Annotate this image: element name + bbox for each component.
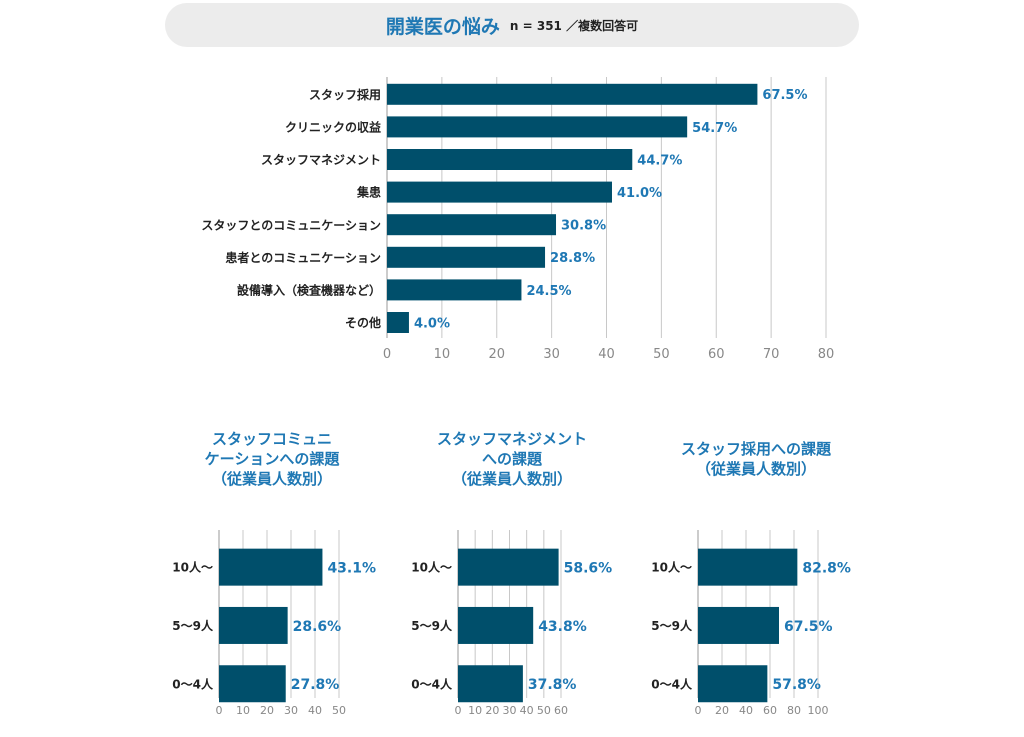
staff-management-value-label: 37.8% <box>528 677 577 693</box>
main-bar <box>387 214 557 236</box>
main-bar <box>387 149 633 170</box>
staff-communication-tick-label: 40 <box>308 704 322 717</box>
staff-recruitment-value-label: 67.5% <box>784 619 833 635</box>
main-bar <box>387 279 522 301</box>
staff-communication-value-label: 28.6% <box>293 619 342 635</box>
main-tick-label: 70 <box>763 347 780 362</box>
main-bar <box>387 181 612 203</box>
staff-communication-value-label: 27.8% <box>291 677 340 693</box>
staff-recruitment-tick-label: 0 <box>695 704 702 717</box>
main-tick-label: 80 <box>818 347 835 362</box>
staff-communication-tick-label: 0 <box>216 704 223 717</box>
staff-management-category-label: 5～9人 <box>411 618 453 633</box>
main-value-label: 30.8% <box>561 219 606 234</box>
staff-recruitment-value-label: 82.8% <box>802 560 851 576</box>
main-value-label: 4.0% <box>414 316 450 331</box>
main-bar <box>387 246 546 268</box>
staff-management-tick-label: 30 <box>503 704 517 717</box>
main-bar <box>387 116 688 138</box>
staff-management-value-label: 58.6% <box>564 560 613 576</box>
staff-management-tick-label: 50 <box>537 704 551 717</box>
chart-2-title-line-2: への課題 <box>481 450 542 468</box>
main-category-label: スタッフ採用 <box>309 87 381 102</box>
staff-recruitment-tick-label: 20 <box>715 704 729 717</box>
staff-management-tick-label: 60 <box>554 704 568 717</box>
main-tick-label: 0 <box>383 347 391 362</box>
main-category-label: 集患 <box>356 185 381 200</box>
main-bar <box>387 83 758 105</box>
staff-recruitment-tick-label: 60 <box>763 704 777 717</box>
main-tick-label: 60 <box>708 347 725 362</box>
staff-communication-bar <box>219 606 288 644</box>
staff-recruitment-bar <box>698 665 768 703</box>
sample-size-note: n = 351 ／複数回答可 <box>509 18 639 33</box>
main-value-label: 54.7% <box>692 121 737 136</box>
staff-communication-tick-label: 30 <box>284 704 298 717</box>
main-category-label: スタッフマネジメント <box>261 153 381 167</box>
staff-management-tick-label: 40 <box>520 704 534 717</box>
chart-1-title-line-2: ケーションへの課題 <box>204 450 340 468</box>
staff-communication-tick-label: 10 <box>236 704 250 717</box>
chart-3-title: スタッフ採用への課題 （従業員人数別） <box>636 439 876 479</box>
main-category-label: 患者とのコミュニケーション <box>225 250 381 265</box>
main-value-label: 28.8% <box>550 251 595 266</box>
staff-recruitment-tick-label: 80 <box>787 704 801 717</box>
staff-management-value-label: 43.8% <box>538 619 587 635</box>
main-category-label: その他 <box>345 315 381 330</box>
main-value-label: 44.7% <box>637 153 682 168</box>
staff-recruitment-bar <box>698 548 798 586</box>
staff-communication-category-label: 10人～ <box>172 560 213 575</box>
staff-management-category-label: 0～4人 <box>411 676 453 691</box>
staff-recruitment-tick-label: 40 <box>739 704 753 717</box>
chart-3-title-line-2: （従業員人数別） <box>695 460 816 478</box>
staff-management-tick-label: 0 <box>455 704 462 717</box>
staff-recruitment-value-label: 57.8% <box>772 677 821 693</box>
staff-communication-tick-label: 20 <box>260 704 274 717</box>
staff-recruitment-category-label: 0～4人 <box>651 676 693 691</box>
staff-management-bar <box>458 665 523 703</box>
staff-recruitment-category-label: 10人～ <box>651 560 692 575</box>
staff-communication-bar <box>219 548 323 586</box>
chart-2-title-line-1: スタッフマネジメント <box>436 430 587 448</box>
main-category-label: スタッフとのコミュニケーション <box>201 218 381 232</box>
chart-2-title-line-3: （従業員人数別） <box>451 470 572 488</box>
header-banner: 開業医の悩み n = 351 ／複数回答可 <box>165 3 859 47</box>
chart-1-title-line-3: （従業員人数別） <box>211 470 332 488</box>
staff-recruitment-bar <box>698 606 779 644</box>
main-bar <box>387 312 409 333</box>
staff-management-bar <box>458 548 559 586</box>
main-tick-label: 40 <box>598 347 615 362</box>
chart-3-title-line-1: スタッフ採用への課題 <box>680 440 831 458</box>
staff-recruitment-category-label: 5～9人 <box>651 618 693 633</box>
staff-management-tick-label: 20 <box>485 704 499 717</box>
main-tick-label: 10 <box>434 347 451 362</box>
main-value-label: 24.5% <box>526 284 571 299</box>
staff-communication-value-label: 43.1% <box>327 560 376 576</box>
main-tick-label: 20 <box>488 347 505 362</box>
staff-management-tick-label: 10 <box>468 704 482 717</box>
staff-management-bar <box>458 606 534 644</box>
chart-1-title-line-1: スタッフコミュニ <box>211 430 332 448</box>
main-value-label: 41.0% <box>617 186 662 201</box>
staff-communication-tick-label: 50 <box>332 704 346 717</box>
staff-communication-bar <box>219 665 286 703</box>
main-value-label: 67.5% <box>762 88 807 103</box>
chart-1-title: スタッフコミュニ ケーションへの課題 （従業員人数別） <box>152 429 392 489</box>
main-category-label: 設備導入（検査機器など） <box>237 282 381 297</box>
main-tick-label: 30 <box>543 347 560 362</box>
staff-recruitment-tick-label: 100 <box>808 704 829 717</box>
main-tick-label: 50 <box>653 347 670 362</box>
chart-main-title: 開業医の悩み <box>385 15 500 38</box>
main-category-label: クリニックの収益 <box>285 119 381 134</box>
chart-2-title: スタッフマネジメント への課題 （従業員人数別） <box>392 429 632 489</box>
staff-communication-category-label: 5～9人 <box>172 618 214 633</box>
staff-management-category-label: 10人～ <box>411 560 452 575</box>
staff-communication-category-label: 0～4人 <box>172 676 214 691</box>
